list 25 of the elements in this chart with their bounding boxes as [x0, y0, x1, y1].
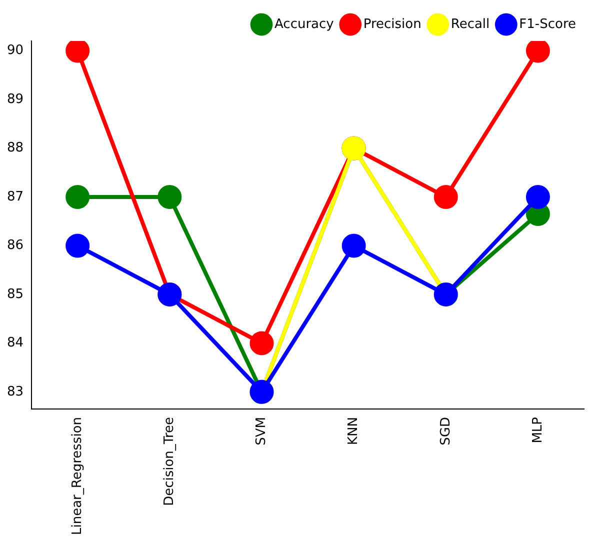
point	[526, 184, 550, 209]
legend-label: F1-Score	[519, 16, 576, 32]
y-tick-label: 86	[6, 238, 24, 254]
y-tick-label: 87	[6, 189, 24, 204]
point	[434, 184, 458, 209]
y-tick-label: 83	[6, 384, 24, 400]
x-tick-label: KNN	[346, 416, 362, 445]
point	[158, 184, 182, 209]
x-tick-label: SGD	[438, 416, 454, 446]
y-tick-label: 85	[6, 286, 24, 302]
legend-label: Precision	[363, 16, 422, 32]
x-tick-label: MLP	[530, 416, 546, 444]
y-tick-label: 84	[6, 336, 24, 351]
y-tick-label: 89	[6, 92, 24, 107]
legend-label: Accuracy	[274, 16, 334, 32]
point	[342, 234, 366, 258]
point	[66, 184, 90, 209]
legend-label: Recall	[450, 16, 490, 32]
x-tick-label: Decision_Tree	[162, 416, 178, 506]
x-tick-label: Linear_Regression	[70, 416, 85, 536]
y-tick-label: 88	[6, 140, 24, 156]
point	[250, 331, 274, 356]
y-tick-label: 90	[6, 43, 24, 58]
point	[66, 234, 90, 258]
x-tick-label: SVM	[254, 416, 270, 446]
